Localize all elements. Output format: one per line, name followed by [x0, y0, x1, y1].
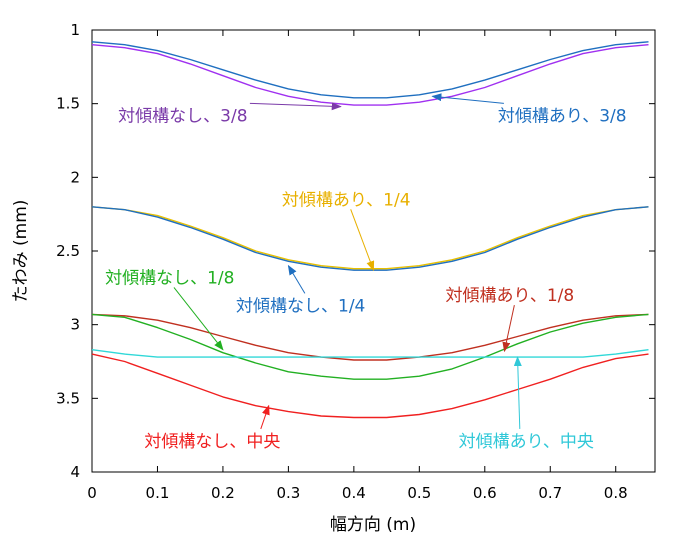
annotation-arrow	[260, 404, 270, 430]
y-tick-label: 1	[70, 21, 80, 39]
annotation-label: 対傾構なし、1/8	[105, 268, 234, 288]
x-tick-label: 0	[87, 484, 97, 502]
series-line-7	[91, 349, 649, 358]
y-tick-label: 2.5	[56, 242, 80, 260]
y-tick-label: 1.5	[56, 95, 80, 113]
annotation-label: 対傾構なし、3/8	[118, 106, 247, 126]
series-line-2	[91, 44, 649, 106]
y-tick-label: 3	[70, 316, 80, 334]
annotation-arrow	[350, 209, 375, 272]
annotation-layer: 対傾構なし、3/8 対傾構あり、3/8対傾構あり、1/4対傾構なし、1/8対傾構な…	[105, 93, 627, 452]
x-tick-label: 0.6	[473, 484, 497, 502]
annotation-label: 対傾構あり、3/8	[498, 106, 627, 126]
x-tick-label: 0.2	[211, 484, 235, 502]
x-tick-label: 0.8	[604, 484, 628, 502]
y-tick-label: 2	[70, 168, 80, 186]
y-axis: 1 1.5 2 2.5 3 3.5 4	[56, 21, 655, 481]
annotation-arrow	[431, 93, 504, 104]
y-axis-title: たわみ (mm)	[11, 200, 31, 303]
series-line-8	[91, 353, 649, 419]
annotation-label: 対傾構あり、1/8	[446, 286, 575, 306]
annotation-arrow	[502, 304, 515, 353]
annotation-arrow	[287, 264, 306, 294]
series-layer	[91, 41, 649, 419]
annotation-label: 対傾構あり、中央	[459, 432, 594, 452]
x-tick-label: 0.3	[276, 484, 300, 502]
y-tick-label: 3.5	[56, 389, 80, 407]
x-tick-label: 0.1	[146, 484, 170, 502]
x-tick-label: 0.7	[538, 484, 562, 502]
series-line-6	[91, 313, 649, 380]
annotation-arrow	[513, 356, 522, 429]
series-line-1	[91, 41, 649, 99]
x-axis: 0 0.1 0.2 0.3 0.4 0.5 0.6 0.7 0.8	[87, 30, 628, 502]
series-line-3	[91, 206, 649, 270]
annotation-label: 対傾構あり、1/4	[282, 190, 411, 210]
series-line-5	[91, 313, 649, 361]
x-axis-title: 幅方向 (m)	[330, 515, 416, 535]
y-tick-label: 4	[70, 463, 80, 481]
x-tick-label: 0.4	[342, 484, 366, 502]
annotation-label: 対傾構なし、1/4	[236, 296, 365, 316]
annotation-arrow	[173, 287, 224, 351]
annotation-arrow	[249, 102, 342, 111]
plot-frame	[91, 29, 656, 473]
x-tick-label: 0.5	[407, 484, 431, 502]
annotation-label: 対傾構なし、中央	[144, 432, 280, 452]
